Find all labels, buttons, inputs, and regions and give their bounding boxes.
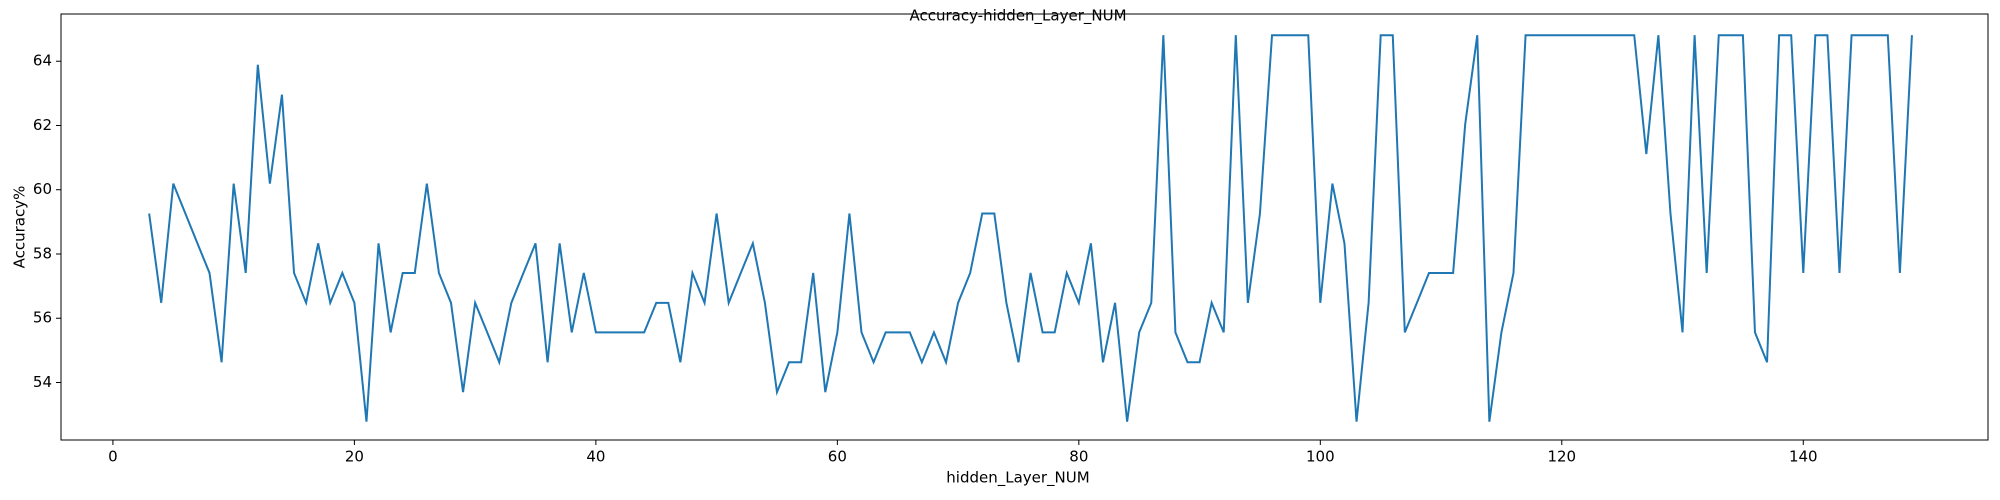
y-tick-label: 58 bbox=[33, 244, 52, 262]
x-tick-label: 60 bbox=[828, 448, 847, 466]
x-tick-label: 100 bbox=[1306, 448, 1335, 466]
plot-frame bbox=[60, 13, 1989, 441]
y-tick-label: 60 bbox=[33, 180, 52, 198]
data-line bbox=[148, 34, 1913, 422]
y-tick-label: 54 bbox=[33, 373, 52, 391]
x-tick-label: 80 bbox=[1069, 448, 1088, 466]
x-axis-label: hidden_Layer_NUM bbox=[946, 469, 1089, 488]
y-tick-label: 56 bbox=[33, 309, 52, 327]
x-tick-label: 120 bbox=[1547, 448, 1576, 466]
y-tick-label: 62 bbox=[33, 116, 52, 134]
x-tick-label: 40 bbox=[586, 448, 605, 466]
x-tick-label: 0 bbox=[108, 448, 118, 466]
chart-title: Accuracy-hidden_Layer_NUM bbox=[909, 7, 1126, 26]
y-axis-label: Accuracy% bbox=[11, 186, 29, 269]
x-tick-label: 20 bbox=[345, 448, 364, 466]
y-tick-label: 64 bbox=[33, 52, 52, 70]
x-tick-label: 140 bbox=[1789, 448, 1818, 466]
